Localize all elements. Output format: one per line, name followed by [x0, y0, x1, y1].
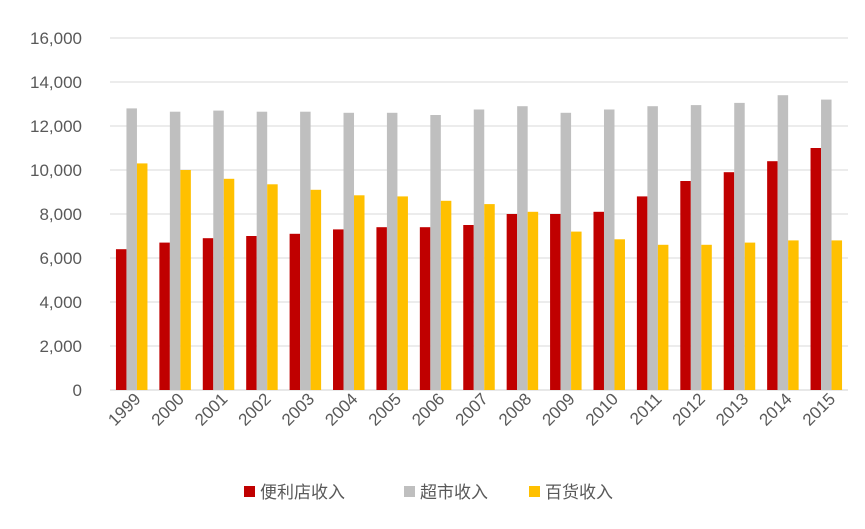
bar — [647, 106, 658, 390]
bar — [267, 184, 278, 390]
bar — [571, 231, 582, 390]
bar — [256, 111, 268, 390]
bar — [767, 161, 778, 390]
x-tick-label: 2002 — [235, 389, 275, 429]
bar — [159, 242, 170, 390]
bar — [430, 115, 441, 390]
bar — [831, 240, 843, 390]
bar — [343, 112, 355, 391]
bar — [593, 211, 604, 390]
bar — [788, 240, 799, 390]
bar — [777, 95, 789, 390]
x-tick-label: 2009 — [538, 389, 578, 429]
bars — [115, 95, 843, 391]
bar — [603, 109, 615, 390]
legend-label: 超市收入 — [420, 483, 488, 503]
y-tick-label: 4,000 — [39, 293, 82, 312]
y-tick-label: 10,000 — [30, 161, 82, 180]
bar — [821, 99, 832, 390]
bar — [333, 229, 344, 390]
bar — [690, 105, 702, 390]
bar — [180, 170, 191, 390]
bar — [463, 225, 474, 390]
x-tick-label: 2007 — [452, 389, 492, 429]
bar — [701, 244, 712, 390]
x-tick-label: 2008 — [495, 389, 535, 429]
bar — [723, 172, 735, 390]
x-tick-label: 2011 — [626, 389, 665, 428]
bar — [223, 178, 235, 390]
x-tick-label: 2010 — [582, 389, 622, 429]
bar — [169, 111, 181, 390]
bar — [136, 163, 148, 390]
x-tick-label: 2004 — [321, 389, 361, 429]
x-tick-label: 2005 — [365, 389, 405, 429]
bar — [310, 189, 322, 390]
bar — [527, 211, 539, 390]
x-tick-label: 2001 — [191, 389, 231, 429]
bar — [734, 102, 745, 391]
x-tick-label: 2012 — [669, 389, 709, 429]
x-tick-label: 2014 — [756, 389, 796, 429]
bar — [560, 112, 572, 391]
bar — [550, 214, 561, 390]
bar — [376, 227, 387, 390]
bar — [397, 196, 408, 390]
bar — [354, 195, 365, 390]
bar — [246, 236, 257, 390]
x-tick-label: 2003 — [278, 389, 318, 429]
bar — [744, 242, 756, 390]
bar — [636, 196, 648, 390]
y-tick-label: 16,000 — [30, 29, 82, 48]
bar — [289, 233, 301, 390]
bar — [126, 108, 137, 391]
y-tick-label: 14,000 — [30, 73, 82, 92]
y-tick-label: 2,000 — [39, 337, 82, 356]
bar — [657, 244, 669, 390]
x-tick-label: 2013 — [712, 389, 752, 429]
bar — [202, 238, 214, 390]
y-tick-label: 6,000 — [39, 249, 82, 268]
bar — [213, 110, 224, 390]
legend-swatch — [404, 486, 415, 497]
legend: 便利店收入 超市收入 百货收入 — [244, 483, 613, 503]
x-tick-label: 1999 — [104, 389, 144, 429]
bar — [614, 239, 625, 390]
bar — [473, 109, 485, 390]
x-tick-label: 2015 — [799, 389, 839, 429]
bar — [810, 148, 822, 390]
bar — [440, 200, 452, 390]
legend-label: 便利店收入 — [260, 483, 345, 503]
bar — [300, 111, 311, 390]
bar — [506, 214, 518, 390]
bar — [115, 249, 127, 390]
y-axis: 0 2,000 4,000 6,000 8,000 10,000 12,000 14,000 1… — [30, 29, 82, 400]
x-axis: 1999 2000 2001 2002 2003 2004 2005 2006 2007 2008… — [104, 389, 839, 429]
y-tick-label: 0 — [73, 381, 82, 400]
y-tick-label: 8,000 — [39, 205, 82, 224]
bar — [386, 112, 398, 391]
bar — [484, 204, 495, 390]
bar — [517, 106, 528, 390]
legend-label: 百货收入 — [545, 483, 613, 503]
x-tick-label: 2000 — [148, 389, 188, 429]
bar — [680, 181, 691, 390]
bar — [419, 227, 431, 390]
x-tick-label: 2006 — [408, 389, 448, 429]
legend-swatch — [244, 486, 255, 497]
legend-swatch — [529, 486, 540, 497]
y-tick-label: 12,000 — [30, 117, 82, 136]
